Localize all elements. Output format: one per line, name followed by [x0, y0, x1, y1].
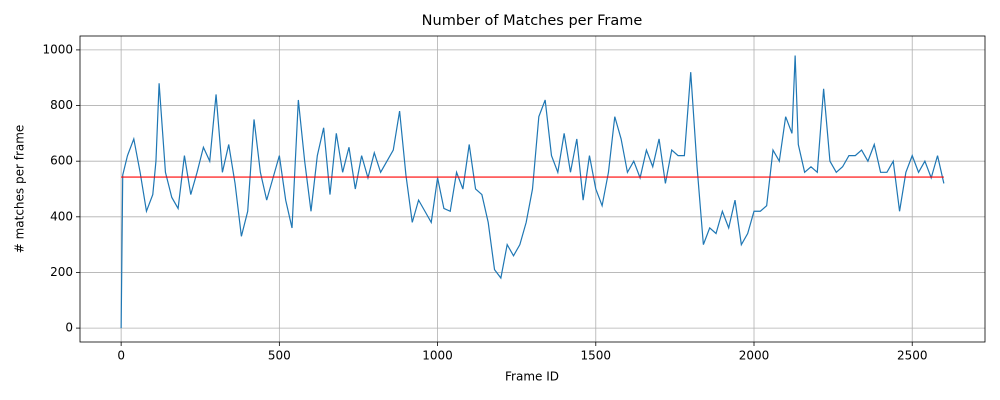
y-tick-label: 800 [50, 98, 73, 112]
x-axis-label: Frame ID [505, 370, 559, 384]
y-axis-label: # matches per frame [13, 125, 27, 254]
x-tick-label: 500 [268, 349, 291, 363]
plot-frame [79, 35, 986, 343]
y-tick-label: 200 [50, 265, 73, 279]
y-tick-label: 1000 [42, 42, 73, 56]
data-line [120, 55, 945, 329]
x-tick-label: 0 [117, 349, 125, 363]
y-tick-label: 0 [65, 321, 73, 335]
chart-title: Number of Matches per Frame [422, 13, 643, 29]
x-tick-label: 1000 [422, 349, 453, 363]
y-tick-label: 400 [50, 209, 73, 223]
x-tick-label: 2500 [897, 349, 928, 363]
x-tick-label: 2000 [739, 349, 770, 363]
x-tick-label: 1500 [581, 349, 612, 363]
y-tick-label: 600 [50, 154, 73, 168]
